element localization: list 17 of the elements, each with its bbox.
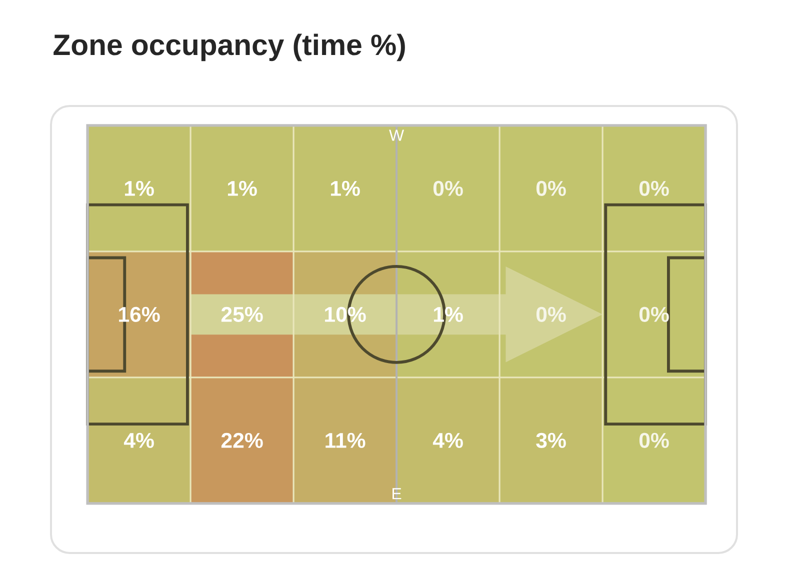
data-label: 4%	[432, 432, 463, 448]
data-label: 0%	[639, 432, 669, 448]
annotation: E	[392, 488, 402, 500]
data-label: 0%	[639, 180, 669, 196]
annotation: W	[389, 130, 404, 141]
data-label: 1%	[228, 180, 257, 196]
data-label: 3%	[536, 432, 566, 448]
chart-title: Zone occupancy (time %)	[54, 34, 405, 62]
data-label: 0%	[536, 306, 566, 322]
data-label: 1%	[124, 180, 154, 196]
data-label: 1%	[330, 180, 360, 196]
data-label: 25%	[221, 306, 263, 322]
data-label: 4%	[124, 432, 154, 448]
data-label: 22%	[221, 432, 263, 448]
data-label: 0%	[433, 180, 463, 196]
data-label: 0%	[536, 180, 566, 196]
data-label: 11%	[326, 432, 366, 448]
